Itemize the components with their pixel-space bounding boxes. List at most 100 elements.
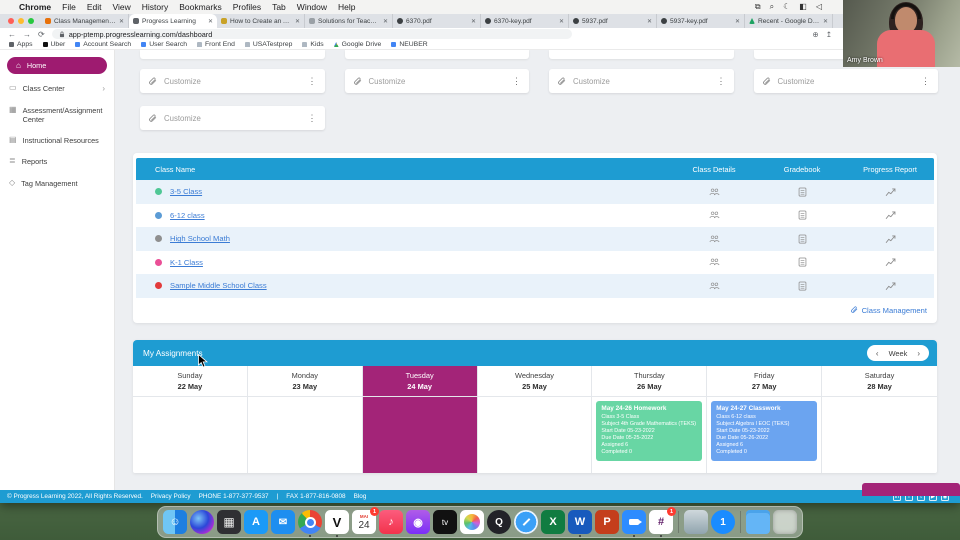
tab-alien-arena[interactable]: How to Create an Alien Arena ✕ [217, 14, 305, 28]
bookmark-google-drive[interactable]: Google Drive [333, 41, 381, 48]
day-saturday[interactable]: Saturday 28 May [822, 366, 937, 396]
kebab-menu-icon[interactable]: ⋮ [921, 75, 930, 86]
dock-quicktime-icon[interactable]: Q [487, 510, 511, 534]
close-window-button[interactable] [8, 18, 14, 24]
control-center-icon[interactable]: ◧ [799, 2, 807, 11]
dock-photos-icon[interactable] [460, 510, 484, 534]
dock-powerpoint-icon[interactable]: P [595, 510, 619, 534]
close-icon[interactable]: ✕ [558, 18, 564, 25]
search-icon[interactable]: ⌕ [769, 2, 775, 11]
calendar-cell-saturday[interactable] [822, 397, 937, 473]
close-icon[interactable]: ✕ [118, 18, 124, 25]
customize-card[interactable]: Customize ⋮ [549, 69, 734, 93]
close-icon[interactable]: ✕ [294, 18, 300, 25]
dock-calendar-icon[interactable]: MAI 24 1 [352, 507, 379, 534]
calendar-cell-wednesday[interactable] [478, 397, 593, 473]
class-link[interactable]: K-1 Class [170, 257, 203, 267]
bookmark-front-end[interactable]: Front End [197, 41, 235, 48]
day-monday[interactable]: Monday 23 May [248, 366, 363, 396]
tab-6370-pdf[interactable]: 6370.pdf ✕ [393, 14, 481, 28]
progress-report-button[interactable] [846, 187, 934, 197]
dock-excel-icon[interactable]: X [541, 510, 565, 534]
class-details-button[interactable] [670, 234, 758, 244]
progress-report-button[interactable] [846, 234, 934, 244]
progress-report-button[interactable] [846, 210, 934, 220]
screen-mirroring-icon[interactable]: ⧉ [754, 2, 761, 11]
class-details-button[interactable] [670, 187, 758, 197]
dock-word-icon[interactable]: W [568, 510, 592, 537]
kebab-menu-icon[interactable]: ⋮ [512, 75, 521, 86]
menu-history[interactable]: History [141, 2, 169, 12]
sidebar-item-assessment-center[interactable]: ▦ Assessment/Assignment Center [0, 100, 114, 130]
class-details-button[interactable] [670, 257, 758, 267]
tab-6370-key-pdf[interactable]: 6370-key.pdf ✕ [481, 14, 569, 28]
progress-report-button[interactable] [846, 281, 934, 291]
gradebook-button[interactable] [758, 234, 846, 244]
progress-report-button[interactable] [846, 257, 934, 267]
chevron-right-icon[interactable]: › [917, 348, 920, 358]
week-selector[interactable]: ‹ Week › [866, 345, 929, 361]
bookmark-apps[interactable]: Apps [9, 41, 33, 48]
chevron-left-icon[interactable]: ‹ [875, 348, 879, 358]
blog-link[interactable]: Blog [353, 493, 367, 500]
menu-file[interactable]: File [62, 2, 76, 12]
class-link[interactable]: Sample Middle School Class [170, 281, 267, 291]
dock-mail-icon[interactable]: ✉ [271, 510, 295, 534]
window-controls[interactable] [0, 14, 41, 28]
tab-solutions-for-teachers[interactable]: Solutions for Teachers | Progr... ✕ [305, 14, 393, 28]
dock-v-app-icon[interactable]: V [325, 510, 349, 537]
kebab-menu-icon[interactable]: ⋮ [716, 75, 726, 86]
privacy-policy-link[interactable]: Privacy Policy [150, 493, 191, 500]
customize-card[interactable]: Customize ⋮ [140, 106, 325, 130]
day-friday[interactable]: Friday 27 May [707, 366, 823, 396]
bookmark-user-search[interactable]: User Search [141, 41, 187, 48]
bookmark-uber[interactable]: Uber [42, 41, 65, 48]
class-link[interactable]: 3-5 Class [170, 187, 203, 197]
day-tuesday-selected[interactable]: Tuesday 24 May [362, 366, 478, 396]
menu-tab[interactable]: Tab [272, 2, 286, 12]
kebab-menu-icon[interactable]: ⋮ [307, 75, 317, 86]
dock-appstore-icon[interactable]: A [244, 510, 268, 534]
customize-card[interactable]: Customize ⋮ [140, 69, 325, 93]
menu-bookmarks[interactable]: Bookmarks [179, 2, 222, 12]
menu-help[interactable]: Help [338, 2, 356, 12]
sidebar-item-home[interactable]: ⌂ Home [7, 57, 107, 75]
day-wednesday[interactable]: Wednesday 25 May [478, 366, 593, 396]
bookmark-kids[interactable]: Kids [302, 41, 324, 48]
dock-finder-icon[interactable]: ☺ [163, 510, 187, 534]
tab-class-management[interactable]: Class Management and Instru... ✕ [41, 14, 129, 28]
bookmark-usatestprep[interactable]: USATestprep [244, 41, 292, 48]
forward-icon[interactable]: → [23, 29, 31, 39]
calendar-cell-monday[interactable] [248, 397, 363, 473]
gradebook-button[interactable] [758, 257, 846, 267]
close-icon[interactable]: ✕ [382, 18, 388, 25]
dock-siri-icon[interactable] [190, 510, 214, 534]
menu-edit[interactable]: Edit [86, 2, 102, 12]
class-details-button[interactable] [670, 281, 758, 291]
tab-5937-key-pdf[interactable]: 5937-key.pdf ✕ [657, 14, 745, 28]
kebab-menu-icon[interactable]: ⋮ [307, 112, 317, 123]
menu-window[interactable]: Window [296, 2, 328, 12]
menu-chrome[interactable]: Chrome [19, 2, 52, 12]
dock-downloads-folder-icon[interactable] [746, 510, 770, 534]
dock-podcasts-icon[interactable]: ◉ [406, 510, 430, 534]
do-not-disturb-icon[interactable]: ☾ [783, 2, 791, 11]
class-details-button[interactable] [670, 210, 758, 220]
dock-launchpad-icon[interactable]: ▦ [217, 510, 241, 534]
dock-safari-icon[interactable] [514, 510, 538, 534]
assignment-event-classwork[interactable]: May 24-27 Classwork Class 6-12 class Sub… [711, 401, 818, 462]
url-field[interactable]: app-ptemp.progresslearning.com/dashboard [51, 29, 572, 39]
share-icon[interactable]: ↥ [825, 29, 832, 39]
reload-icon[interactable]: ⟳ [38, 29, 45, 39]
bookmark-neuber[interactable]: NEUBER [391, 41, 428, 48]
sidebar-item-tag-management[interactable]: ◇ Tag Management [0, 173, 114, 194]
customize-card[interactable]: Customize ⋮ [753, 69, 938, 93]
tab-progress-learning-active[interactable]: Progress Learning ✕ [129, 14, 217, 28]
class-link[interactable]: 6-12 class [170, 210, 205, 220]
minimize-window-button[interactable] [18, 18, 24, 24]
sidebar-item-reports[interactable]: ≣ Reports [0, 151, 114, 172]
close-icon[interactable]: ✕ [646, 18, 652, 25]
day-sunday[interactable]: Sunday 22 May [133, 366, 248, 396]
sidebar-item-instructional-resources[interactable]: ▤ Instructional Resources [0, 130, 114, 151]
close-icon[interactable]: ✕ [207, 18, 213, 25]
